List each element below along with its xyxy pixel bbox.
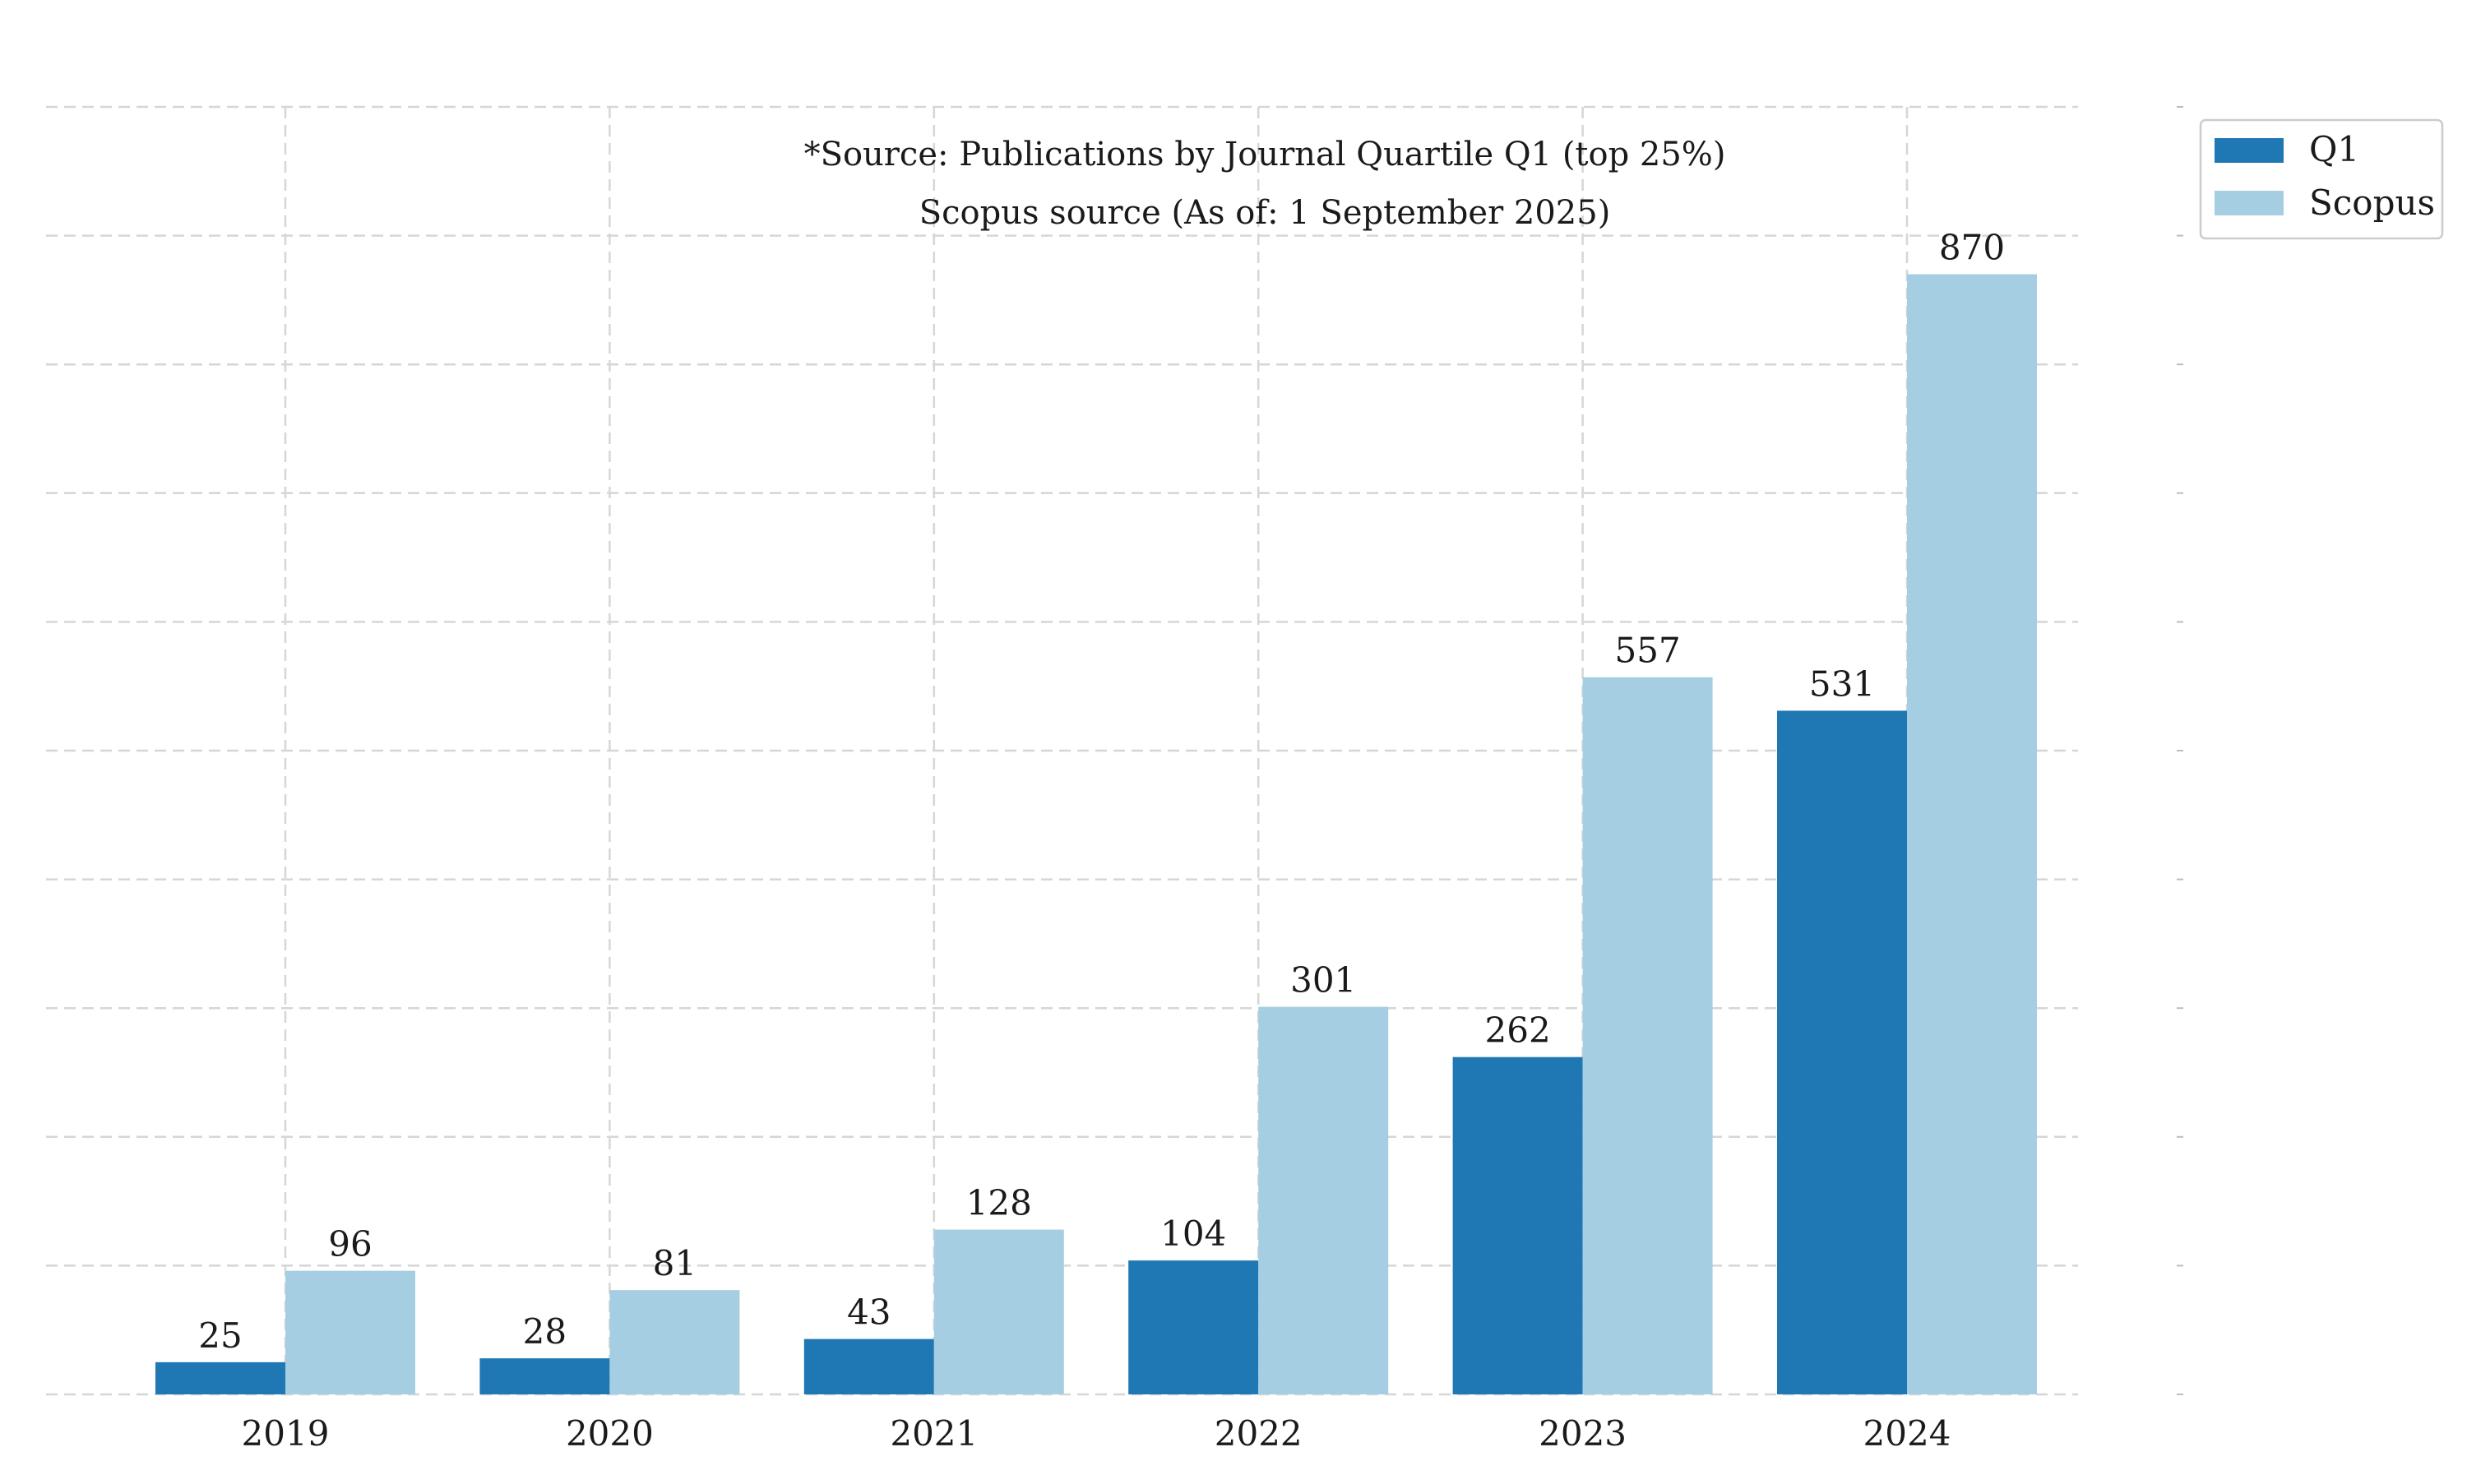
x-tick-label-2022: 2022 — [1215, 1413, 1303, 1454]
data-label-q1-2020: 28 — [523, 1311, 567, 1352]
bar-q1-2023 — [1452, 1056, 1583, 1394]
bars — [155, 274, 2037, 1395]
x-tick-label-2024: 2024 — [1863, 1413, 1951, 1454]
legend: Q1 Scopus — [2199, 118, 2444, 240]
data-label-q1-2023: 262 — [1485, 1010, 1551, 1051]
bar-q1-2020 — [479, 1358, 610, 1394]
legend-label-q1: Q1 — [2309, 129, 2359, 169]
data-labels: 25 28 43 104 262 531 96 81 128 301 557 870 — [198, 228, 2005, 1356]
bar-scopus-2019 — [285, 1270, 415, 1394]
bar-scopus-2022 — [1258, 1006, 1389, 1394]
legend-label-scopus: Scopus — [2309, 183, 2435, 223]
data-label-scopus-2021: 128 — [966, 1183, 1032, 1223]
x-tick-label-2021: 2021 — [890, 1413, 978, 1454]
source-note-line-1: *Source: Publications by Journal Quartil… — [804, 136, 1726, 173]
legend-swatch-scopus — [2215, 191, 2284, 215]
x-tick-label-2019: 2019 — [242, 1413, 330, 1454]
bar-q1-2022 — [1128, 1260, 1259, 1394]
x-axis: 2019 2020 2021 2022 2023 2024 — [242, 1413, 1951, 1454]
data-label-q1-2021: 43 — [847, 1292, 891, 1333]
source-notes: *Source: Publications by Journal Quartil… — [804, 136, 1726, 232]
data-label-scopus-2022: 301 — [1290, 960, 1356, 1001]
data-label-scopus-2020: 81 — [653, 1243, 697, 1283]
data-label-q1-2024: 531 — [1809, 663, 1875, 704]
data-label-scopus-2023: 557 — [1615, 631, 1681, 671]
bar-scopus-2020 — [609, 1290, 740, 1394]
bar-q1-2021 — [803, 1338, 934, 1394]
source-note-line-2: Scopus source (As of: 1 September 2025) — [919, 194, 1611, 232]
bar-scopus-2021 — [933, 1229, 1064, 1394]
data-label-q1-2019: 25 — [198, 1315, 242, 1356]
legend-swatch-q1 — [2215, 138, 2284, 163]
x-tick-label-2023: 2023 — [1539, 1413, 1627, 1454]
x-tick-label-2020: 2020 — [566, 1413, 654, 1454]
bar-q1-2019 — [155, 1361, 285, 1394]
bar-scopus-2024 — [1907, 274, 2037, 1395]
bar-scopus-2023 — [1582, 677, 1713, 1394]
data-label-scopus-2019: 96 — [328, 1224, 372, 1264]
data-label-scopus-2024: 870 — [1939, 228, 2005, 268]
bar-q1-2024 — [1777, 710, 1907, 1394]
data-label-q1-2022: 104 — [1160, 1214, 1226, 1254]
